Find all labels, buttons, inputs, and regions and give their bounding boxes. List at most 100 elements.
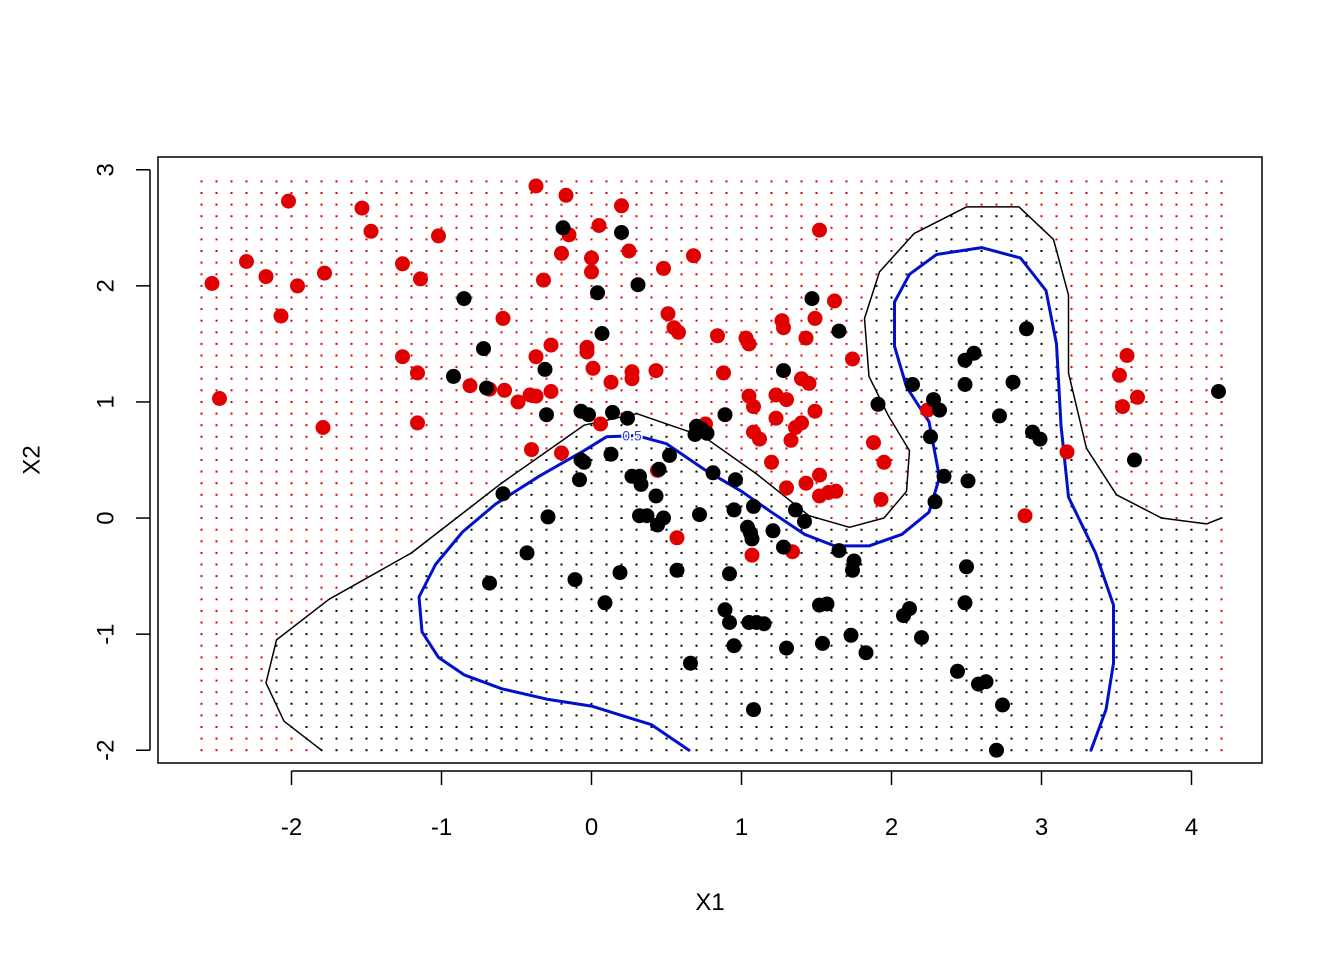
- grid-dot: [905, 296, 908, 299]
- grid-dot: [710, 528, 713, 531]
- grid-dot: [485, 435, 488, 438]
- grid-dot: [1085, 273, 1088, 276]
- grid-dot: [785, 284, 788, 287]
- grid-dot: [305, 598, 308, 601]
- grid-dot: [395, 435, 398, 438]
- grid-dot: [860, 296, 863, 299]
- grid-dot: [290, 192, 293, 194]
- grid-dot: [815, 424, 818, 427]
- grid-dot: [380, 517, 383, 519]
- grid-dot: [365, 447, 368, 450]
- grid-dot: [845, 192, 848, 194]
- grid-dot: [275, 354, 278, 357]
- grid-dot: [395, 668, 398, 670]
- grid-dot: [1085, 261, 1088, 264]
- grid-dot: [1055, 505, 1058, 508]
- grid-dot: [260, 366, 263, 369]
- grid-dot: [890, 644, 893, 647]
- grid-dot: [560, 726, 563, 728]
- grid-dot: [380, 470, 383, 473]
- grid-dot: [920, 563, 923, 566]
- grid-dot: [380, 621, 383, 624]
- grid-dot: [200, 203, 203, 206]
- grid-dot: [1190, 366, 1193, 369]
- grid-dot: [650, 737, 653, 740]
- grid-dot: [740, 609, 743, 612]
- grid-dot: [755, 296, 758, 299]
- grid-dot: [770, 180, 773, 183]
- grid-dot: [935, 691, 938, 694]
- grid-dot: [380, 540, 383, 543]
- grid-dot: [695, 192, 698, 194]
- grid-dot: [575, 598, 578, 601]
- grid-dot: [305, 296, 308, 299]
- grid-dot: [965, 273, 968, 276]
- grid-dot: [890, 238, 893, 241]
- grid-dot: [290, 621, 293, 624]
- black-class-point: [797, 514, 812, 529]
- grid-dot: [305, 679, 308, 682]
- grid-dot: [395, 342, 398, 345]
- grid-dot: [305, 621, 308, 624]
- grid-dot: [1115, 714, 1118, 717]
- grid-dot: [1010, 737, 1013, 740]
- grid-dot: [620, 540, 623, 543]
- grid-dot: [320, 575, 323, 578]
- grid-dot: [635, 203, 638, 206]
- grid-dot: [245, 586, 248, 589]
- grid-dot: [695, 203, 698, 206]
- grid-dot: [380, 714, 383, 717]
- grid-dot: [245, 412, 248, 415]
- grid-dot: [515, 366, 518, 369]
- grid-dot: [1100, 261, 1103, 264]
- grid-dot: [935, 470, 938, 473]
- grid-dot: [875, 366, 878, 369]
- grid-dot: [1025, 401, 1028, 403]
- grid-dot: [1145, 331, 1148, 334]
- grid-dot: [725, 342, 728, 345]
- grid-dot: [845, 389, 848, 392]
- grid-dot: [1175, 482, 1178, 485]
- grid-dot: [410, 192, 413, 194]
- grid-dot: [1070, 203, 1073, 206]
- grid-dot: [575, 586, 578, 589]
- grid-dot: [755, 575, 758, 578]
- grid-dot: [320, 261, 323, 264]
- red-class-point: [317, 265, 332, 281]
- grid-dot: [1070, 563, 1073, 566]
- grid-dot: [1115, 505, 1118, 508]
- grid-dot: [245, 203, 248, 206]
- grid-dot: [290, 215, 293, 218]
- grid-dot: [200, 668, 203, 670]
- grid-dot: [230, 342, 233, 345]
- grid-dot: [830, 447, 833, 450]
- grid-dot: [770, 482, 773, 485]
- grid-dot: [1040, 726, 1043, 728]
- grid-dot: [980, 726, 983, 728]
- grid-dot: [215, 726, 218, 728]
- grid-dot: [1085, 250, 1088, 252]
- grid-dot: [635, 563, 638, 566]
- red-class-point: [410, 415, 425, 431]
- grid-dot: [1190, 563, 1193, 566]
- black-class-point: [567, 572, 583, 588]
- grid-dot: [350, 192, 353, 194]
- grid-dot: [290, 633, 293, 636]
- grid-dot: [800, 528, 803, 531]
- grid-dot: [845, 470, 848, 473]
- grid-dot: [350, 679, 353, 682]
- black-class-point: [656, 510, 671, 526]
- grid-dot: [1160, 377, 1163, 380]
- grid-dot: [845, 517, 848, 519]
- grid-dot: [395, 621, 398, 624]
- grid-dot: [1220, 296, 1223, 299]
- grid-dot: [650, 749, 653, 752]
- grid-dot: [710, 551, 713, 554]
- grid-dot: [755, 493, 758, 496]
- black-class-point: [699, 425, 715, 441]
- grid-dot: [785, 528, 788, 531]
- grid-dot: [395, 192, 398, 194]
- grid-dot: [680, 424, 683, 427]
- grid-dot: [1070, 737, 1073, 740]
- grid-dot: [1100, 250, 1103, 252]
